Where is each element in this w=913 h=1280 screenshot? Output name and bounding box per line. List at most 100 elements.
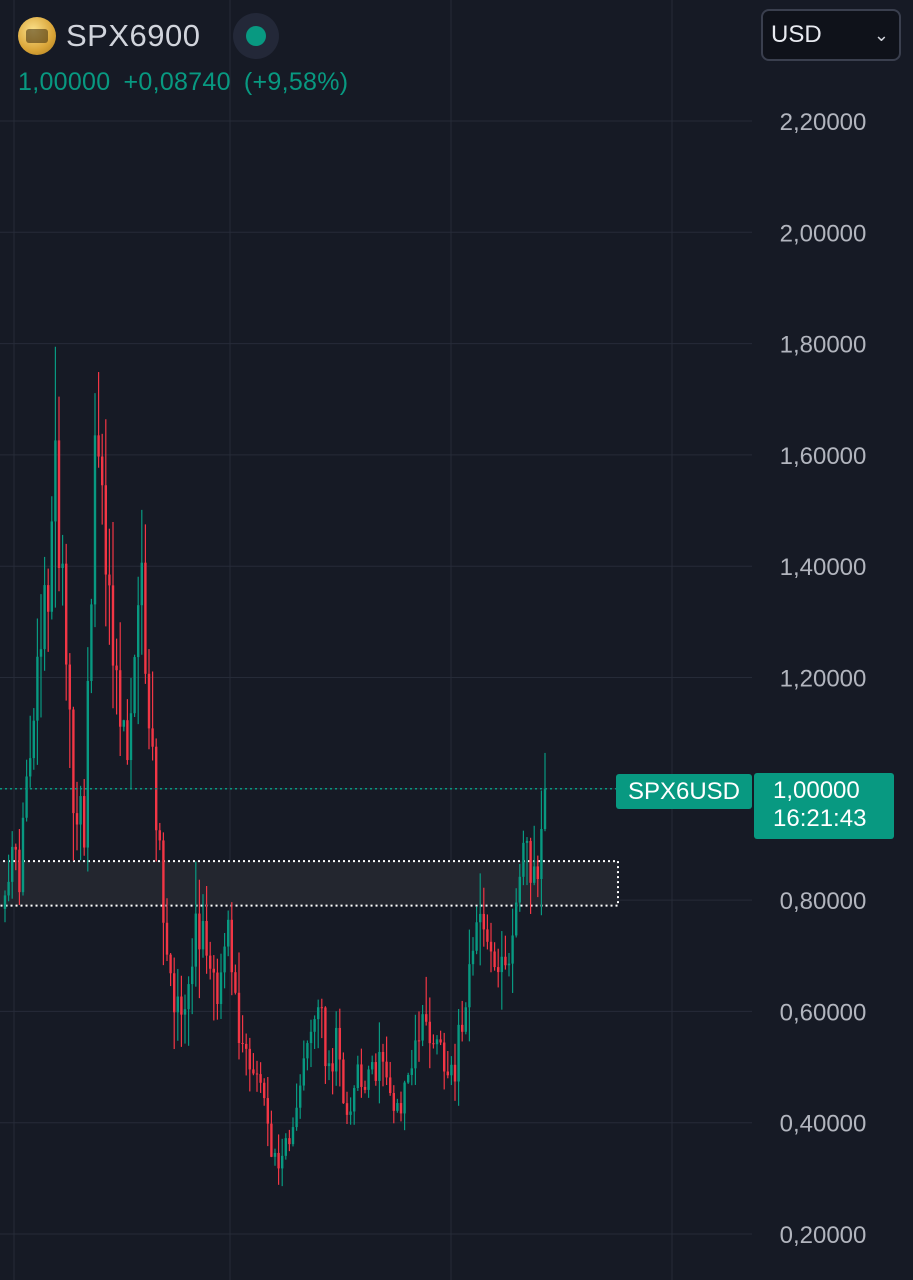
candle-body bbox=[353, 1088, 356, 1112]
candle-body bbox=[317, 1007, 320, 1020]
candle-body bbox=[367, 1069, 370, 1090]
candle-body bbox=[90, 604, 93, 681]
candle-body bbox=[187, 984, 190, 1010]
price-axis-label: 0,80000 bbox=[780, 888, 867, 915]
candle-body bbox=[525, 840, 529, 843]
candle-body bbox=[489, 941, 493, 952]
zone-rectangle bbox=[0, 860, 619, 907]
price-change: +0,08740 bbox=[123, 68, 231, 96]
candle-body bbox=[443, 1042, 446, 1072]
price-axis-label: 1,60000 bbox=[780, 443, 867, 470]
candle-body bbox=[129, 713, 133, 761]
candle-body bbox=[173, 973, 176, 1013]
candle-body bbox=[417, 1040, 421, 1042]
candle-body bbox=[507, 963, 511, 966]
currency-select[interactable]: USD ⌄ bbox=[761, 9, 901, 61]
candle-body bbox=[11, 846, 14, 882]
candle-body bbox=[29, 758, 32, 777]
candle-body bbox=[65, 563, 68, 665]
symbol-row: SPX6900 bbox=[18, 13, 348, 59]
price-axis-label: 1,20000 bbox=[780, 666, 867, 693]
candle-body bbox=[500, 956, 503, 973]
candle-body bbox=[176, 996, 179, 1013]
candle-body bbox=[407, 1074, 410, 1083]
candle-body bbox=[299, 1085, 302, 1108]
candle-body bbox=[115, 665, 118, 671]
candle-body bbox=[385, 1061, 388, 1078]
candle-body bbox=[281, 1155, 284, 1169]
candle-body bbox=[392, 1093, 395, 1111]
candle-body bbox=[79, 796, 82, 825]
candle-body bbox=[68, 664, 71, 710]
candle-body bbox=[457, 1024, 460, 1082]
candle-body bbox=[410, 1068, 413, 1075]
chevron-down-icon: ⌄ bbox=[873, 24, 889, 45]
candle-body bbox=[50, 521, 53, 612]
candle-body bbox=[227, 919, 230, 947]
candle-body bbox=[216, 972, 219, 1004]
candle-body bbox=[83, 796, 86, 848]
bar-countdown: 16:21:43 bbox=[773, 805, 867, 832]
candle-body bbox=[162, 840, 165, 923]
candle-body bbox=[75, 813, 79, 825]
candle-body bbox=[356, 1064, 359, 1089]
price-axis-label: 0,60000 bbox=[780, 999, 867, 1026]
candle-body bbox=[183, 1009, 187, 1015]
candle-body bbox=[515, 902, 518, 936]
candle-body bbox=[421, 1014, 424, 1041]
price-axis-label: 2,20000 bbox=[780, 109, 867, 136]
candle-body bbox=[374, 1062, 377, 1081]
candle-body bbox=[425, 1014, 428, 1022]
candle-body bbox=[439, 1039, 442, 1043]
candle-body bbox=[194, 913, 197, 967]
candle-body bbox=[140, 562, 143, 606]
candle-body bbox=[497, 967, 500, 973]
candle-body bbox=[471, 950, 475, 965]
candle-body bbox=[212, 968, 215, 973]
candle-body bbox=[119, 670, 122, 727]
candle-body bbox=[237, 992, 241, 1043]
candle-body bbox=[291, 1127, 295, 1145]
candle-body bbox=[219, 972, 223, 1004]
candle-body bbox=[468, 964, 471, 1008]
candle-body bbox=[335, 1027, 338, 1072]
candle-body bbox=[522, 842, 525, 877]
candle-body bbox=[277, 1152, 280, 1169]
quote-row: 1,00000 +0,08740 (+9,58%) bbox=[18, 68, 348, 97]
candle-body bbox=[245, 1043, 248, 1049]
live-status-dot-icon[interactable] bbox=[232, 13, 279, 59]
candle-body bbox=[450, 1064, 453, 1076]
candle-body bbox=[25, 776, 28, 818]
candle-body bbox=[371, 1062, 374, 1070]
candle-body bbox=[108, 574, 111, 586]
candle-body bbox=[169, 954, 172, 974]
candle-body bbox=[32, 720, 35, 759]
candle-body bbox=[331, 1063, 334, 1072]
candle-body bbox=[309, 1031, 313, 1044]
candle-body bbox=[241, 1042, 244, 1044]
candle-body bbox=[7, 881, 10, 896]
price-axis-label: 1,80000 bbox=[780, 332, 867, 359]
candle-body bbox=[61, 563, 64, 568]
candle-body bbox=[72, 709, 75, 814]
candle-body bbox=[21, 817, 25, 893]
candle-body bbox=[288, 1138, 291, 1145]
price-axis[interactable]: 2,20000 2,00000 1,80000 1,60000 1,40000 1,200… bbox=[780, 109, 867, 1249]
candle-body bbox=[428, 1021, 431, 1044]
candle-body bbox=[180, 996, 183, 1015]
candle-body bbox=[39, 649, 43, 657]
candle-body bbox=[493, 951, 496, 968]
spx6900-coin-icon[interactable] bbox=[18, 17, 56, 55]
candle-body bbox=[306, 1043, 309, 1059]
candle-body bbox=[263, 1082, 266, 1099]
candle-body bbox=[43, 585, 46, 650]
candle-body bbox=[461, 1024, 464, 1032]
candle-body bbox=[475, 922, 478, 951]
candle-body bbox=[540, 829, 543, 879]
candles bbox=[3, 346, 547, 1187]
symbol-name[interactable]: SPX6900 bbox=[66, 18, 201, 53]
candle-body bbox=[360, 1064, 363, 1087]
candle-body bbox=[414, 1040, 417, 1069]
candle-body bbox=[345, 1103, 349, 1115]
